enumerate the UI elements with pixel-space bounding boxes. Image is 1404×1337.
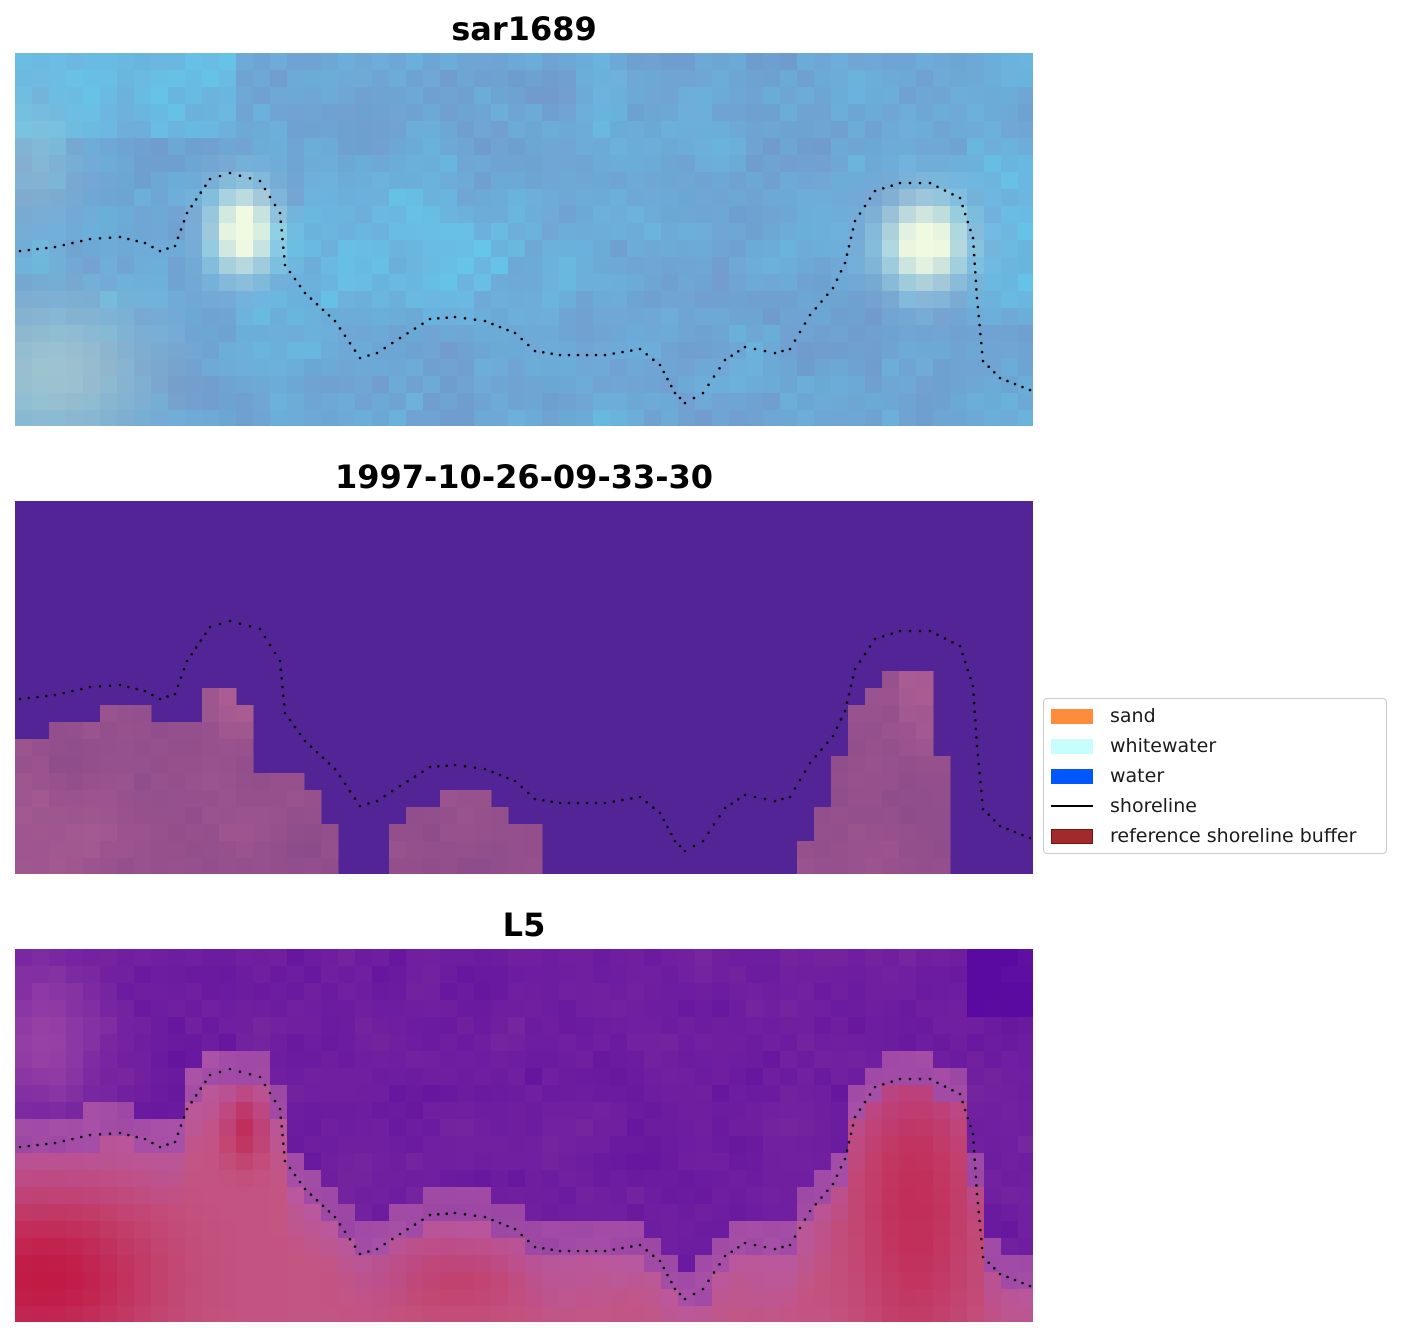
classified-image-panel (15, 501, 1033, 874)
index-image-panel (15, 949, 1033, 1322)
reference-buffer-swatch (1051, 828, 1093, 844)
panel-title-index: L5 (502, 906, 546, 944)
legend-item-water: water (1051, 765, 1164, 787)
legend-item-whitewater: whitewater (1051, 735, 1216, 757)
legend-item-shoreline: shoreline (1051, 795, 1197, 817)
legend-item-reference-buffer: reference shoreline buffer (1051, 825, 1356, 847)
legend-label-reference-buffer: reference shoreline buffer (1110, 825, 1357, 847)
legend-label-water: water (1110, 765, 1165, 787)
sand-swatch (1051, 708, 1093, 724)
shoreline-dots (18, 619, 1032, 853)
legend-item-sand: sand (1051, 705, 1156, 727)
panel-title-classified: 1997-10-26-09-33-30 (334, 458, 714, 496)
legend-label-sand: sand (1110, 705, 1156, 727)
water-swatch (1051, 768, 1093, 784)
shoreline-line-sample (1051, 805, 1093, 807)
rgb-image-panel (15, 53, 1033, 426)
shoreline-dots (18, 171, 1032, 405)
shoreline-dots (18, 1067, 1032, 1301)
legend-label-whitewater: whitewater (1110, 735, 1217, 757)
panel-title-rgb: sar1689 (451, 10, 597, 48)
whitewater-swatch (1051, 738, 1093, 754)
legend: sand whitewater water shoreline referenc… (1043, 698, 1387, 854)
legend-label-shoreline: shoreline (1110, 795, 1197, 817)
